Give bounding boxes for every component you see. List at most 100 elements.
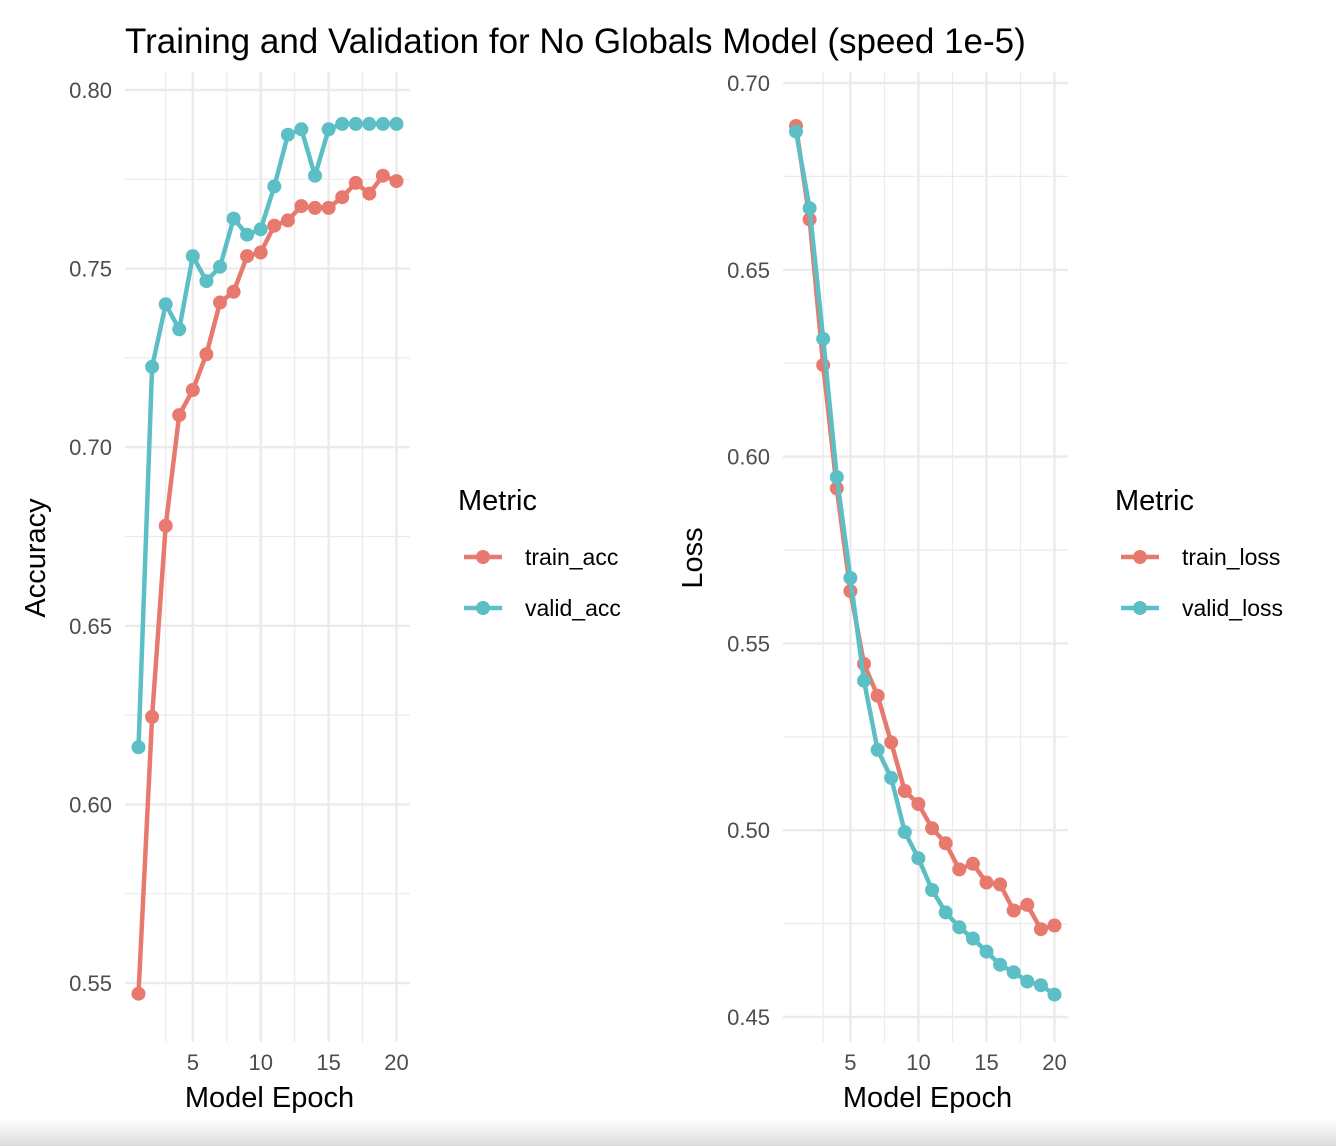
data-point-train_acc (199, 347, 214, 362)
data-point-train_loss (979, 875, 994, 890)
data-point-valid_acc (362, 116, 377, 131)
y-tick-label: 0.65 (69, 614, 112, 639)
y-tick-label: 0.50 (727, 818, 770, 843)
y-axis-title: Loss (677, 527, 709, 588)
x-tick-label: 10 (248, 1050, 272, 1075)
data-point-valid_acc (213, 259, 227, 274)
data-point-valid_acc (321, 122, 336, 137)
data-point-train_loss (938, 836, 953, 851)
x-tick-label: 5 (187, 1050, 199, 1075)
y-tick-label: 0.75 (69, 257, 112, 282)
series-line-train_loss (793, 123, 1057, 932)
data-point-train_loss (911, 797, 926, 811)
data-point-valid_loss (829, 470, 844, 485)
legend-label: train_acc (525, 544, 618, 570)
data-point-train_loss (884, 735, 899, 750)
data-point-train_loss (1033, 922, 1048, 937)
data-point-valid_acc (335, 116, 350, 131)
data-point-valid_loss (1006, 965, 1021, 980)
data-point-train_acc (145, 709, 160, 724)
series-line-valid_loss (793, 129, 1057, 997)
data-point-train_acc (185, 383, 200, 397)
data-point-valid_loss (816, 331, 831, 346)
data-point-valid_acc (253, 222, 268, 237)
data-point-train_acc (375, 168, 390, 183)
data-point-train_acc (226, 284, 241, 299)
accuracy-panel: 5 10 15 20 0.55 0.60 0.65 0.70 0.75 0.80 Model Epo… (20, 72, 621, 1114)
x-axis-title: Model Epoch (185, 1082, 354, 1114)
y-tick-label: 0.60 (69, 792, 112, 817)
y-tick-label: 0.70 (727, 71, 770, 96)
data-point-valid_loss (789, 124, 803, 139)
data-point-train_loss (925, 821, 940, 836)
data-point-train_acc (158, 518, 173, 533)
data-point-train_acc (172, 408, 187, 423)
data-point-valid_loss (979, 944, 994, 959)
data-point-train_acc (280, 213, 295, 228)
data-point-train_acc (240, 249, 255, 264)
data-point-train_loss (952, 862, 967, 877)
x-tick-label: 20 (1042, 1050, 1066, 1075)
data-point-valid_acc (145, 359, 160, 374)
x-axis-title: Model Epoch (843, 1082, 1012, 1114)
data-point-valid_loss (857, 673, 871, 688)
legend-title: Metric (458, 485, 537, 517)
legend-key-point (476, 550, 490, 564)
data-point-train_loss (1006, 903, 1021, 918)
y-tick-label: 0.45 (727, 1005, 770, 1030)
data-point-valid_loss (952, 920, 967, 935)
y-tick-label: 0.55 (69, 971, 112, 996)
x-tick-label: 5 (844, 1050, 856, 1075)
legend-key-point (1133, 550, 1147, 564)
y-axis-title: Accuracy (20, 498, 52, 618)
data-point-train_acc (389, 174, 404, 189)
data-point-train_loss (1020, 897, 1035, 912)
data-point-train_loss (1047, 918, 1062, 933)
data-point-valid_acc (375, 116, 390, 131)
y-tick-label: 0.55 (727, 631, 770, 656)
legend-key-point (1133, 601, 1147, 615)
data-point-valid_loss (925, 883, 940, 897)
data-point-valid_loss (1047, 987, 1062, 1002)
y-tick-label: 0.70 (69, 435, 112, 460)
data-point-valid_loss (884, 770, 899, 785)
data-point-valid_acc (240, 227, 255, 242)
data-point-valid_loss (1033, 978, 1048, 993)
loss-panel: 5 10 15 20 0.45 0.50 0.55 0.60 0.65 0.70 Model Epo… (677, 71, 1283, 1114)
data-point-valid_loss (1020, 974, 1035, 989)
y-tick-label: 0.60 (727, 445, 770, 470)
data-point-train_acc (294, 199, 309, 214)
data-point-valid_loss (802, 201, 817, 216)
data-point-valid_acc (158, 297, 173, 312)
legend-title: Metric (1115, 485, 1194, 517)
data-point-valid_loss (965, 931, 980, 946)
data-point-valid_acc (389, 116, 404, 131)
data-point-valid_acc (348, 116, 363, 131)
data-point-train_acc (308, 200, 322, 215)
data-point-valid_acc (185, 249, 200, 264)
data-point-valid_loss (843, 571, 858, 585)
data-point-valid_loss (993, 957, 1008, 972)
chart-title: Training and Validation for No Globals M… (125, 22, 1026, 61)
data-point-valid_loss (870, 742, 885, 757)
data-point-train_acc (267, 218, 282, 233)
legend-key-point (476, 601, 490, 615)
data-point-train_loss (870, 688, 885, 703)
data-point-train_acc (213, 295, 227, 310)
data-point-train_loss (965, 856, 980, 871)
x-tick-label: 15 (974, 1050, 998, 1075)
data-point-valid_acc (131, 740, 146, 755)
data-point-train_acc (335, 190, 350, 205)
x-tick-label: 15 (316, 1050, 340, 1075)
window-bottom-edge (0, 1118, 1336, 1146)
data-point-valid_acc (226, 211, 241, 226)
data-point-valid_acc (267, 179, 282, 194)
x-tick-label: 20 (384, 1050, 408, 1075)
data-point-train_loss (897, 784, 912, 798)
data-point-train_acc (131, 986, 146, 1001)
data-point-train_acc (321, 200, 336, 215)
data-point-valid_acc (308, 168, 322, 183)
data-point-valid_acc (280, 127, 295, 142)
legend-label: valid_acc (525, 595, 621, 621)
